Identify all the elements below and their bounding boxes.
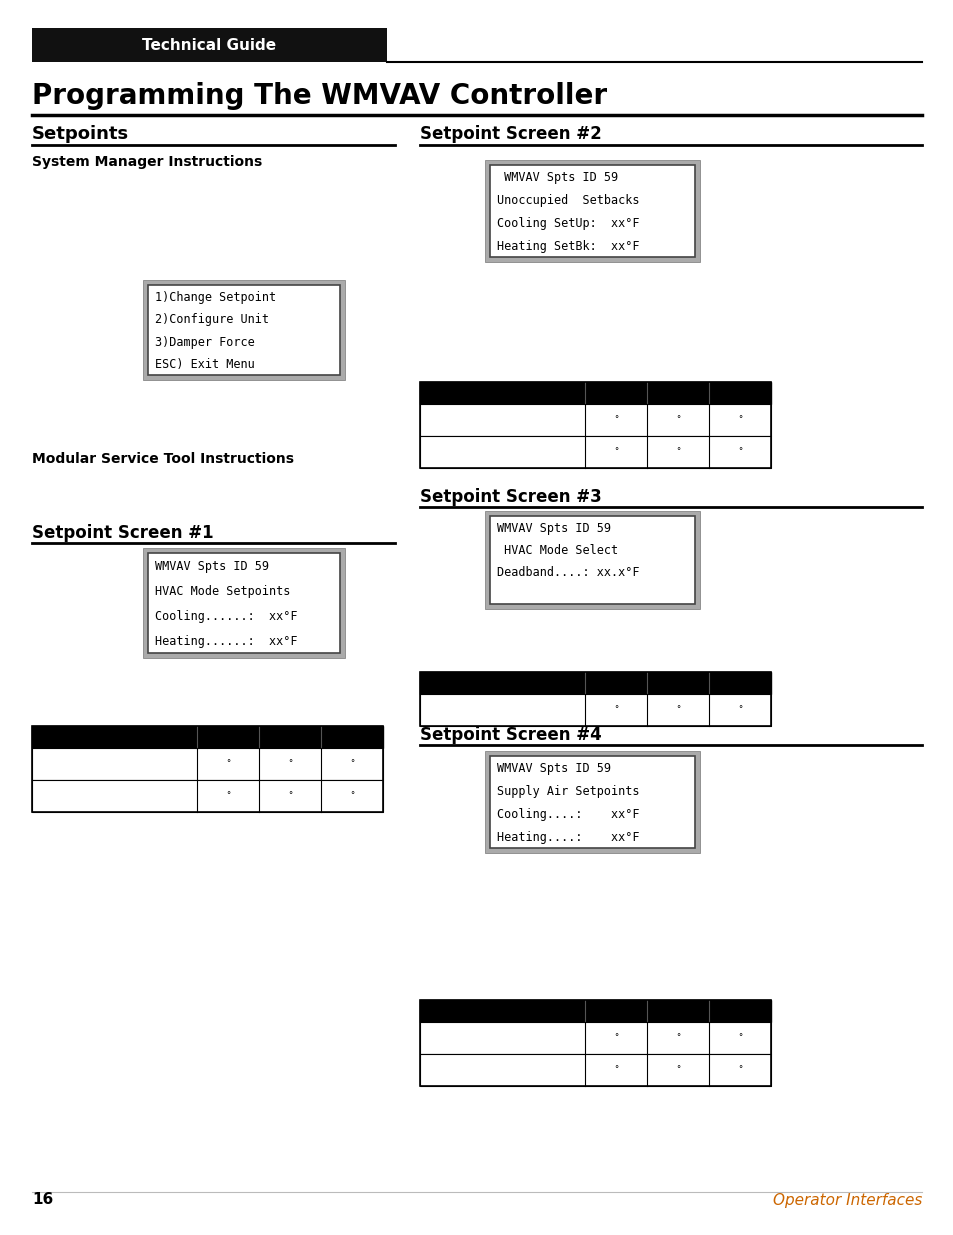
Text: °: ° (614, 1066, 618, 1074)
Text: WMVAV Spts ID 59: WMVAV Spts ID 59 (497, 172, 618, 184)
Bar (484, 751, 700, 853)
Bar (32, 28, 387, 62)
Bar (490, 516, 695, 604)
Text: Cooling SetUp:  xx°F: Cooling SetUp: xx°F (497, 217, 639, 230)
Bar (419, 404, 770, 436)
Text: Setpoint Screen #3: Setpoint Screen #3 (419, 488, 601, 506)
Bar (484, 511, 700, 609)
Text: 1)Change Setpoint: 1)Change Setpoint (154, 291, 275, 304)
Text: Setpoints: Setpoints (32, 125, 129, 143)
Text: °: ° (738, 1034, 741, 1042)
Text: 2)Configure Unit: 2)Configure Unit (154, 314, 269, 326)
Bar (32, 781, 382, 811)
Text: Deadband....: xx.x°F: Deadband....: xx.x°F (497, 566, 639, 579)
Bar (484, 161, 700, 262)
Text: °: ° (226, 792, 230, 800)
Bar (32, 726, 382, 811)
Bar (148, 285, 339, 375)
Bar (419, 672, 770, 726)
Text: °: ° (288, 792, 292, 800)
Bar (419, 1023, 770, 1053)
Text: °: ° (350, 792, 354, 800)
Bar (143, 280, 345, 380)
Text: °: ° (350, 760, 354, 768)
Bar (32, 748, 382, 781)
Text: Heating......:  xx°F: Heating......: xx°F (154, 635, 297, 648)
Text: °: ° (738, 415, 741, 425)
Bar (148, 553, 339, 653)
Text: Cooling....:    xx°F: Cooling....: xx°F (497, 808, 639, 821)
Text: Cooling......:  xx°F: Cooling......: xx°F (154, 610, 297, 624)
Text: System Manager Instructions: System Manager Instructions (32, 156, 262, 169)
Text: °: ° (614, 705, 618, 715)
Text: Heating....:    xx°F: Heating....: xx°F (497, 831, 639, 845)
Text: 3)Damper Force: 3)Damper Force (154, 336, 254, 348)
Text: WMVAV Spts ID 59: WMVAV Spts ID 59 (154, 561, 269, 573)
Bar (419, 672, 770, 694)
Bar (32, 726, 382, 748)
Text: °: ° (738, 1066, 741, 1074)
Text: Heating SetBk:  xx°F: Heating SetBk: xx°F (497, 240, 639, 253)
Bar (419, 1000, 770, 1086)
Bar (419, 382, 770, 468)
Text: Technical Guide: Technical Guide (142, 37, 276, 53)
Text: WMVAV Spts ID 59: WMVAV Spts ID 59 (497, 762, 610, 776)
Text: °: ° (676, 1066, 679, 1074)
Text: °: ° (676, 415, 679, 425)
Text: °: ° (614, 415, 618, 425)
Text: °: ° (614, 447, 618, 457)
Text: Programming The WMVAV Controller: Programming The WMVAV Controller (32, 82, 606, 110)
Text: ESC) Exit Menu: ESC) Exit Menu (154, 358, 254, 372)
Text: 16: 16 (32, 1193, 53, 1208)
Text: °: ° (738, 447, 741, 457)
Text: Unoccupied  Setbacks: Unoccupied Setbacks (497, 194, 639, 207)
Bar (490, 756, 695, 848)
Text: Setpoint Screen #1: Setpoint Screen #1 (32, 524, 213, 542)
Bar (490, 165, 695, 257)
Text: °: ° (614, 1034, 618, 1042)
Bar (419, 1000, 770, 1023)
Text: HVAC Mode Setpoints: HVAC Mode Setpoints (154, 585, 290, 598)
Bar (419, 694, 770, 726)
Bar (419, 436, 770, 468)
Text: °: ° (676, 1034, 679, 1042)
Text: °: ° (738, 705, 741, 715)
Text: °: ° (226, 760, 230, 768)
Text: Setpoint Screen #2: Setpoint Screen #2 (419, 125, 601, 143)
Bar (419, 1053, 770, 1086)
Text: °: ° (288, 760, 292, 768)
Text: °: ° (676, 705, 679, 715)
Text: HVAC Mode Select: HVAC Mode Select (497, 543, 618, 557)
Text: Operator Interfaces: Operator Interfaces (772, 1193, 921, 1208)
Text: Supply Air Setpoints: Supply Air Setpoints (497, 785, 639, 798)
Text: Setpoint Screen #4: Setpoint Screen #4 (419, 726, 601, 743)
Bar (143, 548, 345, 658)
Text: Modular Service Tool Instructions: Modular Service Tool Instructions (32, 452, 294, 466)
Bar (419, 382, 770, 404)
Text: °: ° (676, 447, 679, 457)
Text: WMVAV Spts ID 59: WMVAV Spts ID 59 (497, 521, 610, 535)
